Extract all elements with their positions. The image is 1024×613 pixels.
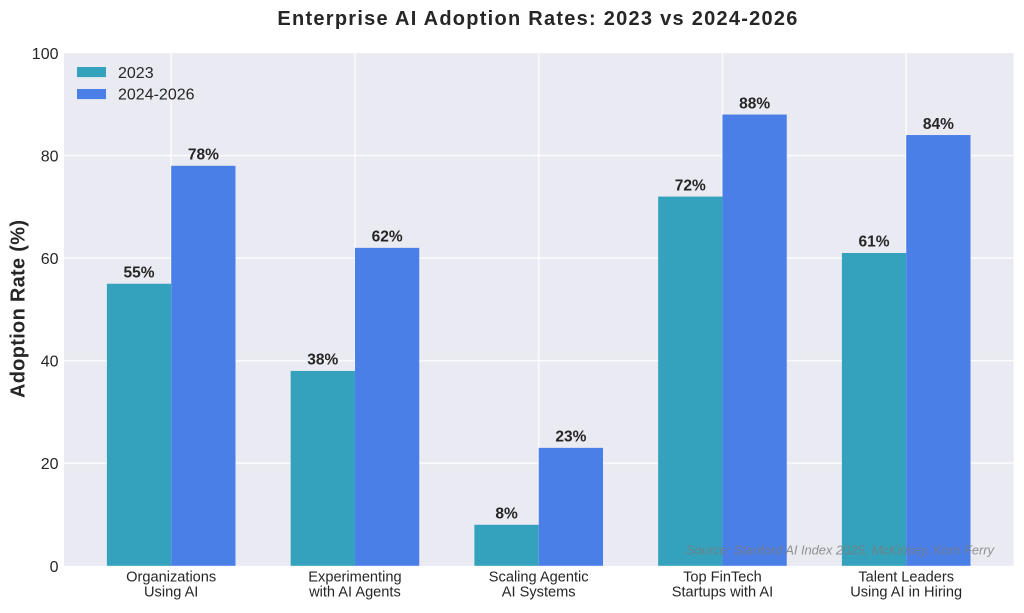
svg-text:88%: 88% bbox=[739, 95, 770, 112]
svg-text:55%: 55% bbox=[124, 265, 155, 282]
svg-text:0: 0 bbox=[50, 559, 59, 576]
svg-text:62%: 62% bbox=[372, 229, 403, 246]
svg-text:8%: 8% bbox=[495, 506, 518, 523]
svg-text:40: 40 bbox=[41, 354, 59, 371]
svg-text:2024-2026: 2024-2026 bbox=[118, 86, 195, 103]
svg-text:AI Systems: AI Systems bbox=[502, 584, 576, 600]
svg-text:100: 100 bbox=[32, 46, 59, 63]
svg-text:Experimenting: Experimenting bbox=[308, 570, 401, 586]
svg-text:with AI Agents: with AI Agents bbox=[308, 584, 401, 600]
svg-text:Top FinTech: Top FinTech bbox=[683, 570, 762, 586]
svg-text:Scaling Agentic: Scaling Agentic bbox=[489, 570, 589, 586]
svg-text:Enterprise AI Adoption Rates:: Enterprise AI Adoption Rates: 2023 vs 20… bbox=[277, 8, 797, 30]
svg-text:Source: Stanford AI Index 2025: Source: Stanford AI Index 2025, McKinsey… bbox=[686, 543, 996, 558]
svg-text:20: 20 bbox=[41, 456, 59, 473]
svg-text:23%: 23% bbox=[555, 429, 586, 446]
svg-text:Using AI: Using AI bbox=[144, 584, 198, 600]
svg-text:2023: 2023 bbox=[118, 65, 154, 82]
svg-text:61%: 61% bbox=[859, 234, 890, 251]
svg-text:Using AI in Hiring: Using AI in Hiring bbox=[850, 584, 962, 600]
svg-text:Adoption Rate (%): Adoption Rate (%) bbox=[8, 220, 30, 398]
svg-text:80: 80 bbox=[41, 149, 59, 166]
svg-text:38%: 38% bbox=[307, 352, 338, 369]
svg-text:78%: 78% bbox=[188, 147, 219, 164]
svg-text:Startups with AI: Startups with AI bbox=[672, 584, 773, 600]
svg-text:84%: 84% bbox=[923, 116, 954, 133]
svg-text:Organizations: Organizations bbox=[126, 570, 216, 586]
svg-text:60: 60 bbox=[41, 251, 59, 268]
svg-text:Talent Leaders: Talent Leaders bbox=[858, 570, 954, 586]
svg-text:72%: 72% bbox=[675, 177, 706, 194]
